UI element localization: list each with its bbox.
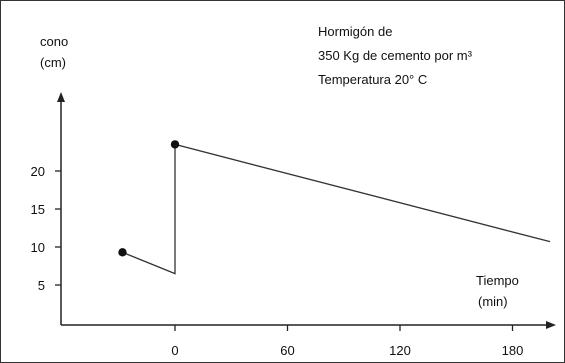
y-label-line-2: (cm) bbox=[40, 55, 66, 70]
y-tick-label: 20 bbox=[31, 164, 45, 179]
x-axis-arrow bbox=[546, 321, 556, 329]
x-tick-label: 0 bbox=[171, 343, 178, 358]
title-line-1: Hormigón de bbox=[318, 24, 392, 39]
series-line bbox=[122, 143, 551, 275]
data-point bbox=[170, 140, 180, 149]
data-point bbox=[118, 248, 127, 257]
y-axis-arrow bbox=[57, 92, 65, 102]
y-tick-label: 15 bbox=[31, 202, 45, 217]
y-tick-label: 10 bbox=[31, 240, 45, 255]
x-tick-label: 60 bbox=[280, 343, 294, 358]
x-tick-label: 180 bbox=[502, 343, 524, 358]
x-label-line-2: (min) bbox=[478, 294, 508, 309]
title-line-2: 350 Kg de cemento por m³ bbox=[318, 48, 473, 63]
title-line-3: Temperatura 20° C bbox=[318, 72, 427, 87]
x-label-line-1: Tiempo bbox=[476, 273, 519, 288]
y-tick-label: 5 bbox=[38, 278, 45, 293]
x-tick-label: 120 bbox=[389, 343, 411, 358]
y-label-line-1: cono bbox=[40, 34, 68, 49]
